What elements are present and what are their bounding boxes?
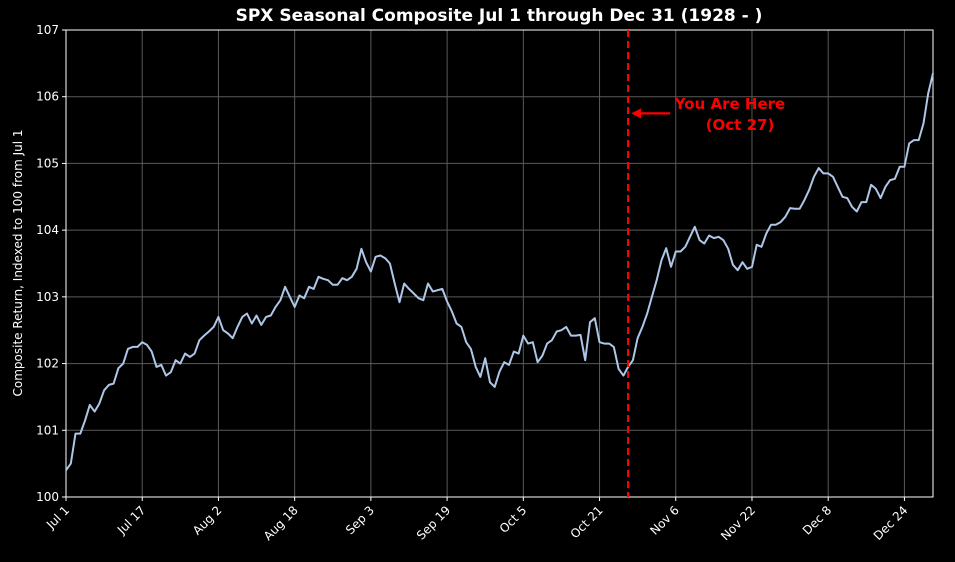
y-tick-label: 100 bbox=[36, 490, 59, 504]
x-tick-label: Nov 6 bbox=[647, 503, 682, 538]
x-tick-label: Dec 24 bbox=[871, 503, 911, 543]
x-tick-label: Sep 19 bbox=[414, 503, 453, 542]
y-tick-label: 101 bbox=[36, 423, 59, 437]
x-tick-label: Jul 17 bbox=[114, 503, 148, 537]
y-tick-label: 104 bbox=[36, 223, 59, 237]
x-tick-label: Nov 22 bbox=[718, 503, 758, 543]
y-tick-label: 102 bbox=[36, 357, 59, 371]
series-line bbox=[65, 73, 934, 471]
y-axis-label: Composite Return, Indexed to 100 from Ju… bbox=[11, 129, 25, 396]
x-tick-label: Aug 2 bbox=[190, 503, 225, 538]
y-tick-label: 107 bbox=[36, 23, 59, 37]
x-tick-label: Dec 8 bbox=[800, 503, 834, 537]
chart-title: SPX Seasonal Composite Jul 1 through Dec… bbox=[236, 6, 763, 26]
plot-frame bbox=[65, 29, 934, 498]
x-tick-label: Aug 18 bbox=[261, 503, 301, 543]
y-axis: 100 101 102 103 104 105 106 107 bbox=[36, 23, 66, 504]
x-axis: Jul 1 Jul 17 Aug 2 Aug 18 Sep 3 Sep 19 Oct 5 Oc… bbox=[43, 497, 911, 543]
x-tick-label: Jul 1 bbox=[43, 503, 72, 532]
y-tick-label: 103 bbox=[36, 290, 59, 304]
x-tick-label: Oct 21 bbox=[568, 503, 606, 541]
marker-arrow bbox=[631, 108, 671, 119]
y-tick-label: 105 bbox=[36, 156, 59, 170]
y-tick-label: 106 bbox=[36, 90, 59, 104]
x-tick-label: Sep 3 bbox=[343, 503, 377, 537]
chart-grid bbox=[66, 30, 933, 497]
x-tick-label: Oct 5 bbox=[497, 503, 530, 536]
marker-label: You Are Here bbox=[674, 95, 785, 113]
marker-sublabel: (Oct 27) bbox=[706, 116, 775, 134]
